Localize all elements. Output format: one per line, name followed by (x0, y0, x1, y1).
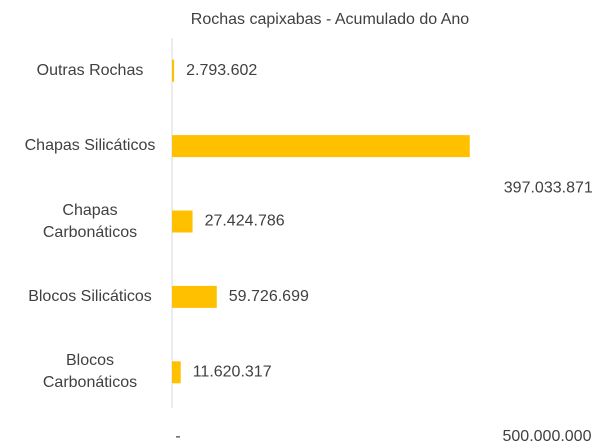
y-tick-label: Blocos Carbonáticos (42, 352, 138, 392)
value-label: 27.424.786 (205, 213, 285, 230)
y-tick-label: Chapas Carbonáticos (42, 201, 138, 241)
bar (172, 210, 193, 233)
bar (172, 135, 470, 158)
bar (172, 361, 181, 384)
y-tick-label: Outras Rochas (36, 61, 144, 79)
bar (172, 59, 175, 82)
chart-title: Rochas capixabas - Acumulado do Ano (191, 11, 470, 28)
y-tick-label: Blocos Silicáticos (28, 287, 152, 305)
bar (172, 285, 217, 308)
value-label: 59.726.699 (229, 288, 309, 305)
value-label: 11.620.317 (193, 364, 272, 381)
value-label: 397.033.871 (504, 179, 593, 196)
y-tick-label: Chapas Silicáticos (24, 137, 156, 155)
x-tick-label: - (175, 428, 180, 445)
x-tick-label: 500.000.000 (503, 428, 592, 445)
value-label: 2.793.602 (186, 62, 257, 79)
